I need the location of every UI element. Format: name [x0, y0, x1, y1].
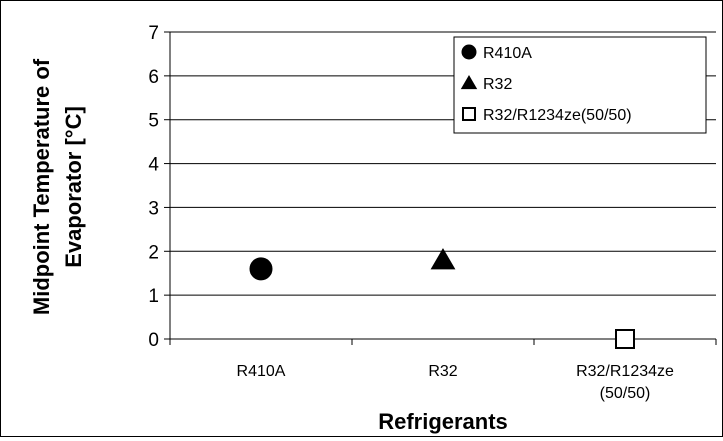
y-axis-title: Midpoint Temperature of Evaporator [°C]	[29, 58, 86, 315]
x-tick-label: R410A	[237, 363, 286, 380]
legend-marker	[460, 75, 478, 90]
y-tick-label: 6	[148, 67, 159, 88]
legend-marker	[462, 107, 476, 121]
legend-label: R32	[483, 76, 512, 93]
data-point	[249, 257, 273, 281]
legend-label: R410A	[483, 45, 532, 62]
legend-marker	[461, 44, 477, 60]
axes-layer: 0 1 2 3 4 5 6 7 R410A R32 R32/R1234ze (50/50)	[148, 23, 717, 402]
x-tick-label: R32/R1234ze (50/50)	[576, 363, 674, 402]
y-tick-label: 3	[148, 198, 159, 219]
x-axis-title: Refrigerants	[378, 409, 508, 434]
grid-layer	[170, 31, 716, 296]
marks-layer	[249, 248, 635, 349]
y-tick-label: 4	[148, 155, 159, 176]
y-tick-label: 1	[148, 286, 159, 307]
axis-titles: Refrigerants Midpoint Temperature of Evapo…	[29, 58, 508, 434]
legend-label: R32/R1234ze(50/50)	[483, 107, 632, 124]
data-point	[615, 329, 635, 349]
x-tick-label: R32	[428, 363, 457, 380]
y-tick-label: 5	[148, 111, 159, 132]
y-tick-label: 2	[148, 242, 159, 263]
legend-box	[453, 36, 707, 134]
y-tick-label: 0	[148, 330, 159, 351]
data-point	[430, 248, 456, 270]
legend: R410A R32 R32/R1234ze(50/50)	[453, 36, 707, 134]
y-tick-label: 7	[148, 23, 159, 44]
